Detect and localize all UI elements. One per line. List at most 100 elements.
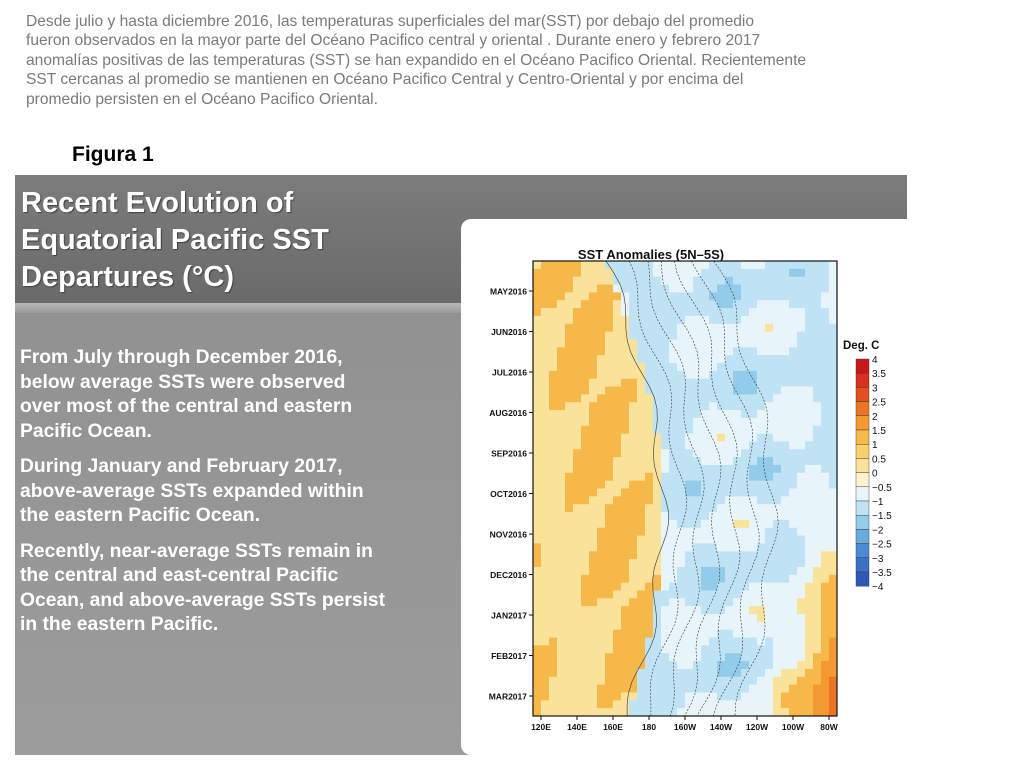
heatmap-cell [685,708,694,717]
heatmap-cell [589,527,598,536]
colorbar-swatch [855,543,870,559]
heatmap-cell [821,425,830,434]
heatmap-cell [693,488,702,497]
heatmap-cell [549,574,558,584]
heatmap-cell [797,394,806,403]
heatmap-cell [613,339,622,348]
heatmap-cell [733,590,742,599]
heatmap-cell [573,464,582,474]
heatmap-cell [733,410,742,419]
heatmap-cell [765,621,774,631]
heatmap-cell [581,543,590,552]
heatmap-cell [701,684,710,693]
heatmap-cell [589,370,598,380]
heatmap-cell [589,700,598,709]
colorbar-label: −2.5 [872,540,892,551]
bullet-line: above-average SSTs expanded within [20,480,364,502]
heatmap-cell [701,315,710,325]
heatmap-cell [733,598,742,607]
heatmap-cell [677,362,686,372]
heatmap-cell [765,519,774,529]
heatmap-cell [637,441,646,450]
heatmap-cell [789,551,798,560]
heatmap-cell [757,457,766,466]
heatmap-cell [725,292,734,301]
heatmap-cell [773,433,782,442]
heatmap-cell [685,449,694,458]
heatmap-cell [821,331,830,340]
heatmap-cell [709,661,718,670]
heatmap-cell [621,527,630,536]
heatmap-cell [637,519,646,529]
heatmap-cell [557,512,566,521]
heatmap-cell [541,543,550,552]
heatmap-cell [605,292,614,301]
heatmap-cell [629,661,638,670]
heatmap-cell [741,700,750,709]
heatmap-cell [605,590,614,599]
heatmap-cell [597,590,606,599]
heatmap-cell [557,284,566,293]
heatmap-cell [797,668,806,678]
heatmap-cell [749,323,758,332]
heatmap-cell [677,668,686,678]
heatmap-cell [677,692,686,701]
heatmap-cell [805,700,814,709]
heatmap-cell [773,347,782,356]
heatmap-cell [749,464,758,474]
heatmap-cell [693,464,702,474]
heatmap-cell [645,394,654,403]
heatmap-cell [653,402,662,411]
heatmap-cell [565,668,574,678]
heatmap-cell [829,559,838,568]
heatmap-cell [741,582,750,591]
heatmap-cell [797,496,806,505]
heatmap-cell [565,292,574,301]
heatmap-cell [781,417,790,427]
heatmap-cell [613,394,622,403]
heatmap-cell [605,668,614,678]
heatmap-cell [645,527,654,536]
heatmap-cell [637,676,646,686]
heatmap-cell [549,457,558,466]
heatmap-cell [693,645,702,654]
heatmap-cell [645,582,654,591]
heatmap-cell [581,480,590,489]
heatmap-cell [613,261,622,270]
heatmap-cell [805,339,814,348]
heatmap-cell [685,331,694,340]
heatmap-cell [589,621,598,631]
heatmap-cell [693,362,702,372]
heatmap-cell [661,614,670,623]
heatmap-cell [677,519,686,529]
heatmap-cell [701,559,710,568]
heatmap-cell [621,582,630,591]
heatmap-cell [773,425,782,434]
heatmap-cell [733,535,742,544]
heatmap-cell [749,645,758,654]
heatmap-cell [741,464,750,474]
colorbar-swatch [855,486,870,502]
heatmap-cell [685,284,694,293]
heatmap-cell [829,574,838,584]
heatmap-cell [789,606,798,615]
heatmap-cell [621,606,630,615]
heatmap-cell [597,582,606,591]
heatmap-cell [797,386,806,395]
heatmap-cell [653,590,662,599]
heatmap-cell [781,661,790,670]
heatmap-cell [749,692,758,701]
heatmap-cell [781,535,790,544]
heatmap-cell [573,410,582,419]
heatmap-cell [677,614,686,623]
heatmap-cell [533,355,542,364]
heatmap-cell [693,417,702,427]
heatmap-cell [757,347,766,356]
heatmap-cell [773,637,782,646]
heatmap-cell [621,661,630,670]
heatmap-cell [765,284,774,293]
heatmap-cell [621,261,630,270]
heatmap-cell [709,308,718,317]
heatmap-cell [645,559,654,568]
intro-line: fueron observados en la mayor parte del … [26,32,761,50]
